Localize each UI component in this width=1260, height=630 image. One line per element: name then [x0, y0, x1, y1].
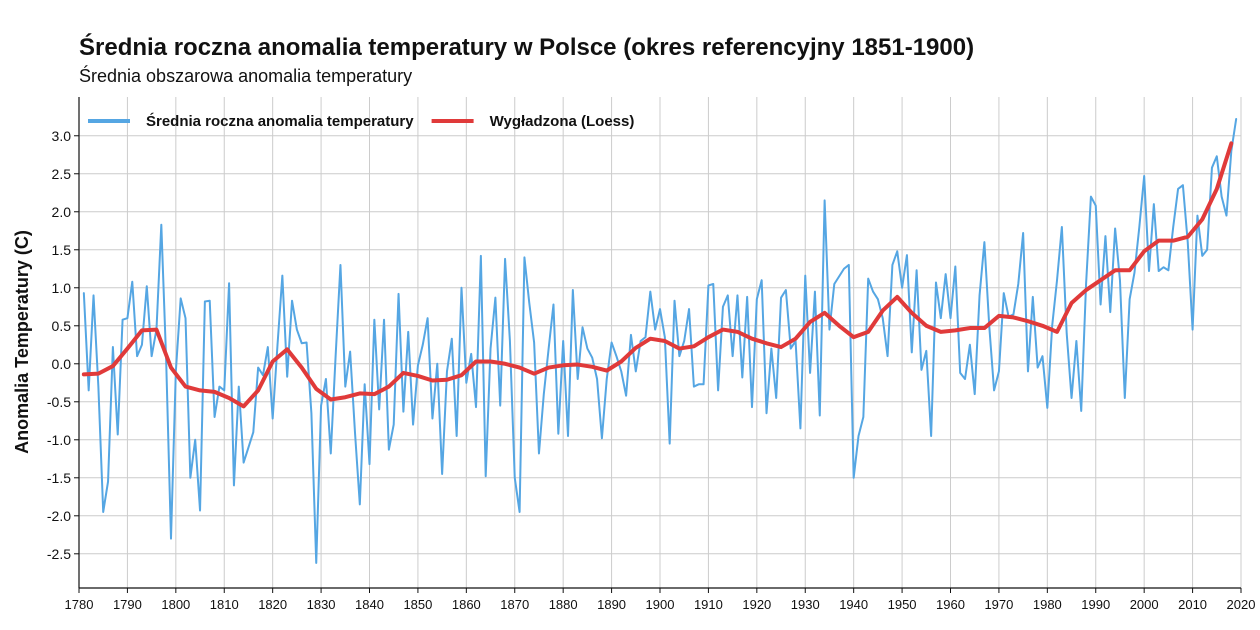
- y-tick-label: 1.0: [52, 280, 72, 296]
- x-tick-label: 1930: [791, 597, 820, 612]
- x-tick-label: 2010: [1178, 597, 1207, 612]
- series-line: [82, 118, 1238, 564]
- legend-label: Wygładzona (Loess): [490, 113, 635, 130]
- chart-title: Średnia roczna anomalia temperatury w Po…: [79, 33, 974, 61]
- x-tick-label: 2000: [1130, 597, 1159, 612]
- y-axis-label: Anomalia Temperatury (C): [12, 230, 32, 454]
- y-tick-label: 0.0: [52, 356, 72, 372]
- y-tick-label: -0.5: [47, 394, 71, 410]
- y-tick-label: -2.0: [47, 508, 71, 524]
- x-tick-label: 1890: [597, 597, 626, 612]
- x-tick-label: 1800: [161, 597, 190, 612]
- y-tick-label: 1.5: [52, 242, 72, 258]
- x-tick-label: 1820: [258, 597, 287, 612]
- x-tick-label: 1910: [694, 597, 723, 612]
- x-tick-label: 1870: [500, 597, 529, 612]
- x-tick-label: 1780: [65, 597, 94, 612]
- y-tick-label: 3.0: [52, 128, 72, 144]
- x-tick-label: 1840: [355, 597, 384, 612]
- x-tick-label: 1830: [307, 597, 336, 612]
- x-tick-label: 1860: [452, 597, 481, 612]
- x-tick-label: 1960: [936, 597, 965, 612]
- y-tick-label: 2.5: [52, 166, 72, 182]
- y-tick-label: -1.5: [47, 470, 71, 486]
- x-tick-label: 1900: [646, 597, 675, 612]
- x-tick-label: 2020: [1227, 597, 1256, 612]
- legend-label: Średnia roczna anomalia temperatury: [146, 112, 414, 130]
- x-tick-label: 1980: [1033, 597, 1062, 612]
- x-tick-label: 1880: [549, 597, 578, 612]
- x-tick-label: 1920: [742, 597, 771, 612]
- series-line: [81, 141, 1234, 409]
- x-tick-label: 1970: [984, 597, 1013, 612]
- y-tick-label: -1.0: [47, 432, 71, 448]
- x-tick-label: 1940: [839, 597, 868, 612]
- y-tick-label: 0.5: [52, 318, 72, 334]
- y-tick-label: 2.0: [52, 204, 72, 220]
- x-tick-label: 1790: [113, 597, 142, 612]
- x-tick-label: 1950: [888, 597, 917, 612]
- x-tick-label: 1990: [1081, 597, 1110, 612]
- x-tick-label: 1850: [403, 597, 432, 612]
- chart-subtitle: Średnia obszarowa anomalia temperatury: [79, 65, 412, 86]
- y-tick-label: -2.5: [47, 546, 71, 562]
- x-tick-label: 1810: [210, 597, 239, 612]
